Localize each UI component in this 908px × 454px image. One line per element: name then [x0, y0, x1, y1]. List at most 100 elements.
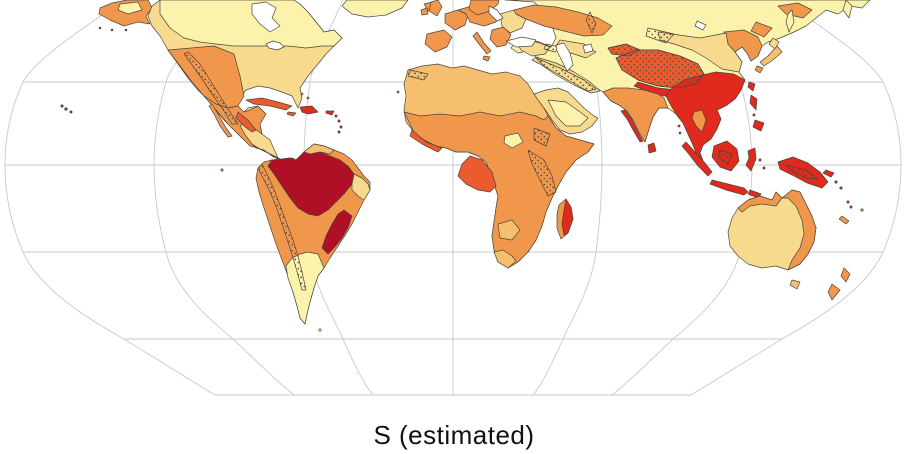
- region-kamchatka: [842, 0, 853, 19]
- region-sicily: [482, 55, 491, 62]
- region-kyushu: [754, 65, 764, 74]
- region-aleutians: [110, 28, 114, 32]
- region-hawaii: [60, 104, 64, 108]
- region-canary-islands: [396, 90, 400, 94]
- region-bahamas: [306, 96, 310, 100]
- region-western-ghats: [620, 109, 644, 143]
- region-ireland: [420, 7, 429, 16]
- region-sumatra: [681, 141, 713, 177]
- region-southern-mexico: [235, 111, 257, 133]
- region-new-zealand-north: [840, 267, 851, 283]
- region-sulawesi: [745, 147, 757, 172]
- lake-baikal: [694, 20, 707, 31]
- region-vanuatu: [849, 205, 853, 209]
- region-kalahari: [497, 219, 521, 241]
- region-aleutians: [124, 28, 128, 32]
- great-lakes: [265, 40, 285, 51]
- region-aleutians: [98, 26, 102, 30]
- mountains-rockies-sierra: [183, 51, 239, 125]
- region-india: [602, 87, 669, 143]
- region-mindanao: [752, 119, 765, 132]
- graticule: [4, 0, 902, 396]
- region-italy: [472, 31, 492, 55]
- mountains-east-african-rift: [527, 149, 557, 197]
- region-new-caledonia: [838, 215, 850, 225]
- region-cape: [493, 249, 517, 269]
- map-caption: S (estimated): [373, 420, 535, 450]
- region-atlantic-forest: [321, 209, 353, 255]
- region-solomons: [839, 186, 843, 190]
- region-cuba: [245, 97, 293, 111]
- region-arabia-interior: [547, 99, 589, 127]
- landmasses: [60, 0, 871, 332]
- region-tasmania: [789, 279, 801, 290]
- region-canada: [159, 0, 343, 49]
- region-guinea-coast: [409, 129, 443, 153]
- region-vanuatu: [846, 200, 850, 204]
- region-honshu: [759, 45, 783, 67]
- region-baja-california: [208, 103, 233, 138]
- region-andaman-islands: [678, 131, 682, 135]
- mountains-caucasus: [543, 43, 561, 53]
- meridian-west-120: [153, 0, 295, 396]
- region-northeast-brazil: [351, 173, 371, 201]
- region-luzon: [749, 94, 758, 111]
- region-llanos: [303, 143, 335, 155]
- hudson-bay: [251, 1, 281, 33]
- region-jamaica: [286, 111, 297, 117]
- region-alaska-interior: [117, 1, 143, 15]
- region-australia-north: [737, 191, 783, 213]
- mountains-borneo: [717, 149, 733, 165]
- baltic-sea: [488, 5, 504, 22]
- region-thailand-plain: [691, 109, 707, 133]
- region-lesser-antilles: [334, 114, 338, 118]
- region-britain: [428, 0, 443, 17]
- region-new-zealand-south: [827, 283, 841, 301]
- region-bismarck: [822, 169, 835, 178]
- mountains-atlas: [407, 69, 429, 81]
- map-boundary-west: [4, 0, 216, 396]
- region-lesser-antilles: [339, 125, 343, 129]
- region-south-china-indochina: [665, 71, 746, 162]
- region-bahamas: [300, 92, 304, 96]
- map-boundary-east: [690, 0, 902, 396]
- mountains-ethiopian-highlands: [533, 127, 551, 147]
- region-iberia: [424, 29, 453, 53]
- region-andaman-islands: [677, 124, 681, 128]
- region-congo-basin: [457, 155, 497, 193]
- mountains-himalaya-tibet: [615, 49, 705, 89]
- region-hawaii: [64, 107, 68, 111]
- region-australia-east-coast: [781, 189, 817, 271]
- region-subsaharan-africa: [403, 111, 595, 269]
- caspian-sea: [555, 42, 574, 72]
- region-mongolia-north-china: [657, 31, 743, 73]
- region-puerto-rico: [325, 110, 335, 116]
- mountains-urals: [585, 11, 597, 34]
- aral-sea: [582, 43, 594, 54]
- region-russian-far-east: [777, 2, 813, 19]
- region-lesser-antilles: [337, 119, 341, 123]
- region-java: [709, 179, 749, 196]
- region-hawaii: [69, 110, 73, 114]
- region-fiji: [860, 208, 864, 212]
- region-visayas: [752, 113, 756, 117]
- world-choropleth-map: [4, 0, 902, 396]
- mountains-new-guinea: [785, 164, 819, 180]
- region-solomons: [834, 180, 838, 184]
- mountains-zagros: [535, 57, 597, 92]
- region-sakhalin: [785, 9, 795, 33]
- region-hispaniola: [299, 105, 319, 115]
- region-madagascar-east: [561, 198, 574, 236]
- region-lesser-antilles: [337, 130, 341, 134]
- region-sudd: [503, 132, 524, 149]
- region-falklands: [318, 328, 322, 332]
- region-galapagos: [220, 168, 224, 172]
- region-moluccas: [762, 166, 766, 170]
- black-sea: [505, 36, 537, 48]
- region-western-russia: [513, 4, 613, 37]
- region-greenland: [341, 0, 409, 18]
- mountains-altai: [645, 27, 675, 44]
- region-taiwan: [747, 81, 756, 92]
- map-canvas: [4, 0, 902, 396]
- region-moluccas: [758, 158, 762, 162]
